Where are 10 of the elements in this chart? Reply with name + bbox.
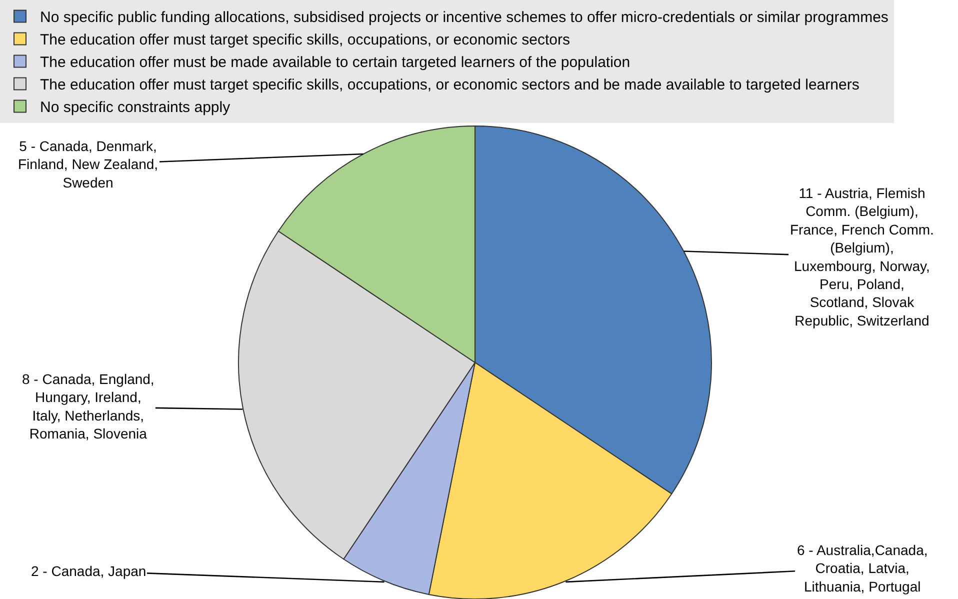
data-label: 5 - Canada, Denmark, Finland, New Zealand, Sweden: [18, 138, 158, 190]
legend-label: No specific constraints apply: [40, 99, 231, 116]
data-label: 11 - Austria, Flemish Comm. (Belgium), France, French Comm. (Belgium), Luxembourg, Norway, Peru, Poland, Scotland, Slovak Republic, Switzerland: [790, 185, 934, 328]
legend-label: The education offer must be made available to certain targeted learners of the population: [40, 54, 630, 72]
data-label: 2 - Canada, Japan: [31, 563, 146, 579]
data-label: 8 - Canada, England, Hungary, Ireland, Italy, Netherlands, Romania, Slovenia: [22, 371, 154, 442]
data-label: 6 - Australia,Canada, Croatia, Latvia, Lithuania, Portugal: [797, 542, 928, 594]
legend-label: The education offer must target specific skills, occupations, or economic sectors and be made available to targeted learners: [40, 76, 860, 94]
legend-label: No specific public funding allocations, subsidised projects or incentive schemes to offer micro-credentials or similar programmes: [40, 9, 888, 26]
legend-label: The education offer must target specific skills, occupations, or economic sectors: [40, 32, 570, 49]
